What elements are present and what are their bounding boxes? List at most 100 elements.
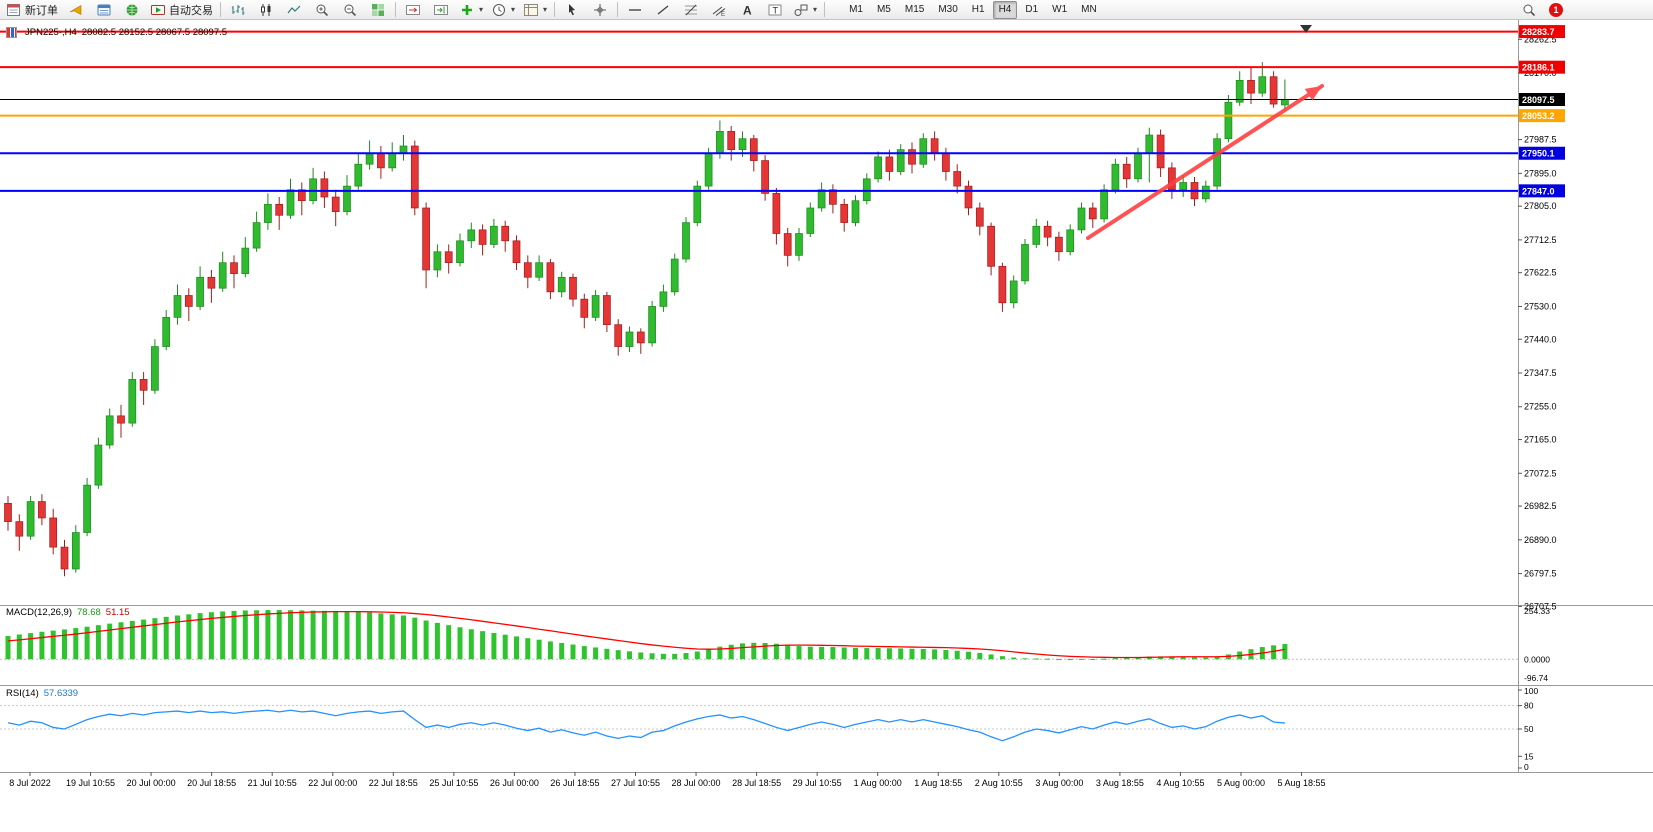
- svg-text:26 Jul 00:00: 26 Jul 00:00: [490, 778, 539, 788]
- chart-shift-button[interactable]: [427, 0, 455, 20]
- auto-trading-button[interactable]: 自动交易: [146, 0, 217, 20]
- svg-text:27712.5: 27712.5: [1524, 235, 1557, 245]
- rsi-line: [7, 709, 1285, 742]
- price-badge-28097.5: [1519, 92, 1565, 106]
- tile-windows-button[interactable]: [364, 0, 392, 20]
- symbol-period-label: JPN225-,H4: [25, 27, 77, 38]
- line-chart-button[interactable]: [280, 0, 308, 20]
- svg-text:27255.0: 27255.0: [1524, 402, 1557, 412]
- svg-text:50: 50: [1524, 724, 1534, 734]
- auto-scroll-button[interactable]: [399, 0, 427, 20]
- rsi-pane[interactable]: 100 80 50 150: [0, 686, 1538, 772]
- toolbar-right-group: 1: [1515, 0, 1563, 20]
- svg-text:20 Jul 00:00: 20 Jul 00:00: [127, 778, 176, 788]
- svg-text:27895.0: 27895.0: [1524, 168, 1557, 178]
- svg-text:28262.5: 28262.5: [1524, 34, 1557, 44]
- cursor-button[interactable]: [558, 0, 586, 20]
- chevron-down-icon: ▾: [479, 5, 484, 14]
- data-window-icon: [97, 4, 111, 15]
- macd-pane[interactable]: 254.33 0.0000 -96.74: [0, 606, 1550, 683]
- chevron-down-icon: ▾: [543, 5, 548, 14]
- zoom-out-icon: [344, 4, 357, 16]
- svg-text:27347.5: 27347.5: [1524, 368, 1557, 378]
- new-order-button[interactable]: 新订单: [2, 0, 62, 20]
- svg-text:28 Jul 00:00: 28 Jul 00:00: [672, 778, 721, 788]
- periods-button[interactable]: ▾: [487, 0, 519, 20]
- candlestick-chart-button[interactable]: [252, 0, 280, 20]
- symbol-info: JPN225-,H4 28082.5 28152.5 28067.5 28097…: [6, 27, 227, 38]
- chart-shift-icon: [434, 4, 448, 15]
- timeframe-m5-button[interactable]: M5: [876, 4, 891, 15]
- price-badge-27950.1: [1519, 146, 1565, 160]
- trendline-button[interactable]: [649, 0, 677, 20]
- alerts-button[interactable]: [62, 0, 90, 20]
- shapes-button[interactable]: ▾: [789, 0, 821, 20]
- timeframe-h4-button[interactable]: H4: [992, 0, 1018, 19]
- price-badge-28283.7: [1519, 25, 1565, 39]
- timeframe-group: M1 M5 M15 M30 H1 H4 D1 W1 MN: [842, 0, 1104, 19]
- chevron-down-icon: ▾: [511, 5, 516, 14]
- candlestick-icon: [261, 3, 271, 16]
- candles-series[interactable]: [4, 62, 1289, 577]
- fibonacci-icon: [685, 4, 698, 15]
- timeframe-m1-button[interactable]: M1: [849, 4, 863, 15]
- macd-signal-value: 51.15: [105, 607, 130, 618]
- text-label-button[interactable]: T: [761, 0, 789, 20]
- toolbar-separator: [824, 2, 826, 17]
- svg-text:28283.7: 28283.7: [1522, 27, 1555, 37]
- auto-trading-label: 自动交易: [169, 4, 213, 17]
- auto-scroll-icon: [406, 4, 420, 15]
- timeframe-m30-button[interactable]: M30: [938, 4, 958, 15]
- text-button[interactable]: A: [733, 0, 761, 20]
- crosshair-button[interactable]: [586, 0, 614, 20]
- search-icon: [1523, 4, 1536, 16]
- svg-text:27950.1: 27950.1: [1522, 149, 1555, 159]
- timeframe-d1-button[interactable]: D1: [1025, 4, 1039, 15]
- svg-text:A: A: [743, 3, 752, 17]
- timeframe-h1-button[interactable]: H1: [971, 4, 985, 15]
- svg-text:28 Jul 18:55: 28 Jul 18:55: [732, 778, 781, 788]
- svg-text:29 Jul 10:55: 29 Jul 10:55: [793, 778, 842, 788]
- timeframe-mn-button[interactable]: MN: [1081, 4, 1097, 15]
- svg-text:26982.5: 26982.5: [1524, 501, 1557, 511]
- toolbar-separator: [395, 2, 396, 17]
- notification-badge[interactable]: 1: [1549, 2, 1563, 17]
- trend-arrow[interactable]: [1086, 84, 1324, 240]
- svg-text:26797.5: 26797.5: [1524, 569, 1557, 579]
- svg-text:22 Jul 00:00: 22 Jul 00:00: [308, 778, 357, 788]
- svg-text:5 Aug 18:55: 5 Aug 18:55: [1278, 778, 1326, 788]
- zoom-out-button[interactable]: [336, 0, 364, 20]
- macd-indicator-label: MACD(12,26,9) 78.68 51.15: [6, 607, 130, 618]
- svg-text:27 Jul 10:55: 27 Jul 10:55: [611, 778, 660, 788]
- price-badge-28186.1: [1519, 60, 1565, 74]
- clock-icon: [493, 3, 506, 16]
- svg-text:27440.0: 27440.0: [1524, 334, 1557, 344]
- symbol-ohlc-values: 28082.5 28152.5 28067.5 28097.5: [81, 27, 228, 38]
- templates-button[interactable]: ▾: [519, 0, 551, 20]
- timeframe-w1-button[interactable]: W1: [1052, 4, 1068, 15]
- add-indicator-button[interactable]: ▾: [455, 0, 487, 20]
- time-axis[interactable]: 8 Jul 2022 19 Jul 10:55 20 Jul 00:00 20 Jul…: [9, 772, 1326, 788]
- svg-text:8 Jul 2022: 8 Jul 2022: [9, 778, 51, 788]
- level-lines[interactable]: 28283.7 28186.1 28097.5 28053.2 27950.1 27847…: [0, 25, 1565, 198]
- tile-windows-icon: [372, 3, 384, 16]
- channel-button[interactable]: E: [705, 0, 733, 20]
- svg-text:19 Jul 10:55: 19 Jul 10:55: [66, 778, 115, 788]
- svg-text:27622.5: 27622.5: [1524, 268, 1557, 278]
- chart-shift-marker[interactable]: [1300, 25, 1312, 33]
- community-button[interactable]: [118, 0, 146, 20]
- timeframe-m15-button[interactable]: M15: [904, 4, 925, 15]
- zoom-in-button[interactable]: [308, 0, 336, 20]
- bar-chart-button[interactable]: [224, 0, 252, 20]
- crosshair-icon: [594, 3, 607, 16]
- svg-text:3 Aug 18:55: 3 Aug 18:55: [1096, 778, 1144, 788]
- chart-canvas[interactable]: 28262.528170.027987.527895.027805.027712…: [0, 20, 1653, 832]
- data-window-button[interactable]: [90, 0, 118, 20]
- svg-text:T: T: [773, 5, 779, 15]
- svg-text:28053.2: 28053.2: [1522, 111, 1555, 121]
- search-button[interactable]: [1515, 0, 1543, 20]
- horizontal-line-button[interactable]: [621, 0, 649, 20]
- fibonacci-button[interactable]: [677, 0, 705, 20]
- main-toolbar: 新订单 自动交易 ▾ ▾: [0, 0, 1653, 20]
- chart-window-icon: [6, 27, 17, 38]
